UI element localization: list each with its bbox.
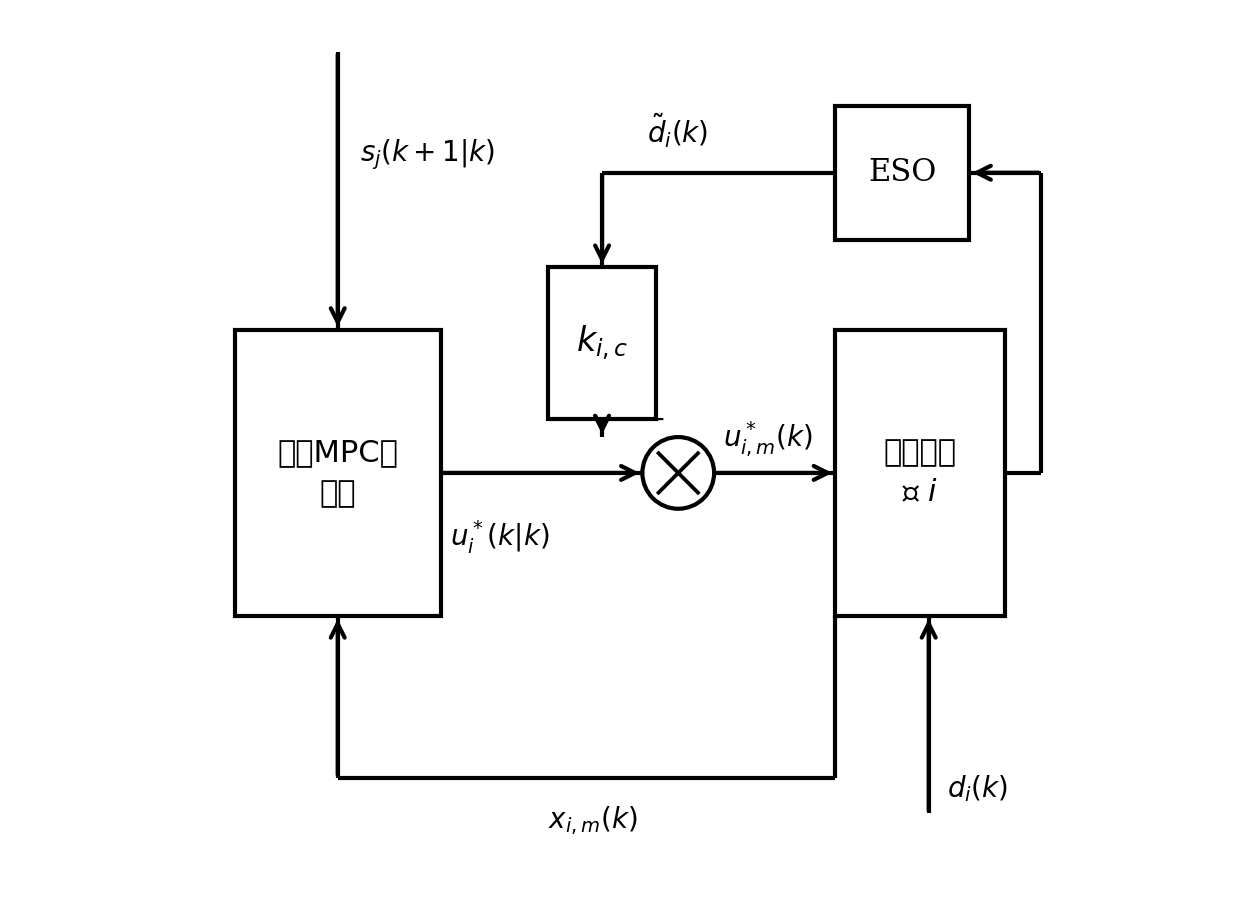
- Text: $u_{i,m}^*(k)$: $u_{i,m}^*(k)$: [723, 420, 813, 460]
- FancyBboxPatch shape: [234, 329, 440, 616]
- Text: $\tilde{d}_i(k)$: $\tilde{d}_i(k)$: [647, 112, 708, 150]
- FancyBboxPatch shape: [835, 329, 1006, 616]
- Text: $d_i(k)$: $d_i(k)$: [946, 774, 1008, 804]
- Text: $u_i^*(k|k)$: $u_i^*(k|k)$: [450, 518, 549, 556]
- FancyBboxPatch shape: [548, 267, 656, 420]
- Text: $x_{i,m}(k)$: $x_{i,m}(k)$: [548, 804, 637, 837]
- Text: $-$: $-$: [642, 405, 665, 432]
- Text: 移动机器
人 $i$: 移动机器 人 $i$: [884, 439, 957, 508]
- Text: ESO: ESO: [868, 157, 936, 188]
- FancyBboxPatch shape: [835, 106, 970, 240]
- Text: $s_j(k+1|k)$: $s_j(k+1|k)$: [360, 137, 495, 172]
- Text: $k_{i,c}$: $k_{i,c}$: [575, 324, 629, 362]
- Text: 本地MPC控
制器: 本地MPC控 制器: [278, 439, 398, 508]
